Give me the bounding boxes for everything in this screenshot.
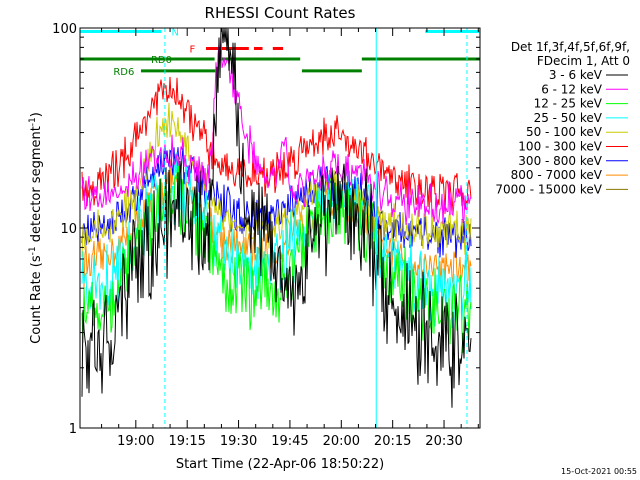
y-axis-label-sup-2: -1 (28, 117, 38, 126)
x-tick-label-1: 19:00 (117, 434, 154, 449)
legend-label-3: 12 - 25 keV (534, 97, 603, 111)
footer-date: 15-Oct-2021 00:55 (561, 467, 637, 476)
series-line-1 (81, 27, 472, 408)
legend: Det 1f,3f,4f,5f,6f,9f, FDecim 1, Att 0 3… (495, 40, 630, 196)
x-tick-label-7: 20:30 (425, 434, 462, 449)
legend-label-4: 25 - 50 keV (534, 111, 603, 125)
x-tick-label-5: 20:00 (323, 434, 360, 449)
series-lines-layer (81, 27, 472, 408)
state-labels-layer: NF RD0 RD6 (113, 28, 195, 78)
legend-label-5: 50 - 100 keV (526, 125, 603, 139)
y-axis-label-end: ) (29, 112, 44, 117)
y-tick-label-1: 1 (69, 422, 77, 437)
state-label-rd0: RD0 (151, 55, 172, 66)
y-axis-label: Count Rate (s-1 detector segment-1) (28, 112, 44, 344)
axis-ticks-layer: 19:00 19:15 19:30 19:45 20:00 20:15 20:30 1 10 10… (52, 22, 480, 449)
series-line-2 (81, 36, 472, 225)
state-label-n: N (171, 28, 178, 39)
legend-header-line-1: Det 1f,3f,4f,5f,6f,9f, (511, 40, 630, 54)
y-axis-label-main: Count Rate (s (29, 255, 44, 344)
y-axis-label-sup-1: -1 (28, 246, 38, 255)
x-tick-label-2: 19:15 (168, 434, 205, 449)
y-tick-label-3: 100 (52, 22, 77, 37)
series-line-4 (81, 152, 472, 329)
legend-label-9: 7000 - 15000 keV (495, 182, 602, 196)
x-tick-label-3: 19:30 (220, 434, 257, 449)
state-label-f: F (189, 44, 195, 55)
x-tick-label-4: 19:45 (271, 434, 308, 449)
state-label-rd6: RD6 (113, 67, 134, 78)
legend-label-8: 800 - 7000 keV (511, 168, 603, 182)
legend-label-6: 100 - 300 keV (518, 140, 602, 154)
y-tick-label-2: 10 (60, 222, 77, 237)
chart-title: RHESSI Count Rates (205, 4, 356, 22)
x-axis-label: Start Time (22-Apr-06 18:50:22) (176, 457, 384, 472)
y-axis-label-mid: detector segment (29, 126, 44, 246)
legend-label-7: 300 - 800 keV (518, 154, 602, 168)
legend-header-line-2: FDecim 1, Att 0 (537, 54, 630, 68)
x-tick-label-6: 20:15 (374, 434, 411, 449)
series-line-6 (81, 76, 472, 214)
legend-label-1: 3 - 6 keV (549, 68, 603, 82)
series-line-5 (81, 102, 472, 257)
legend-label-2: 6 - 12 keV (541, 82, 603, 96)
